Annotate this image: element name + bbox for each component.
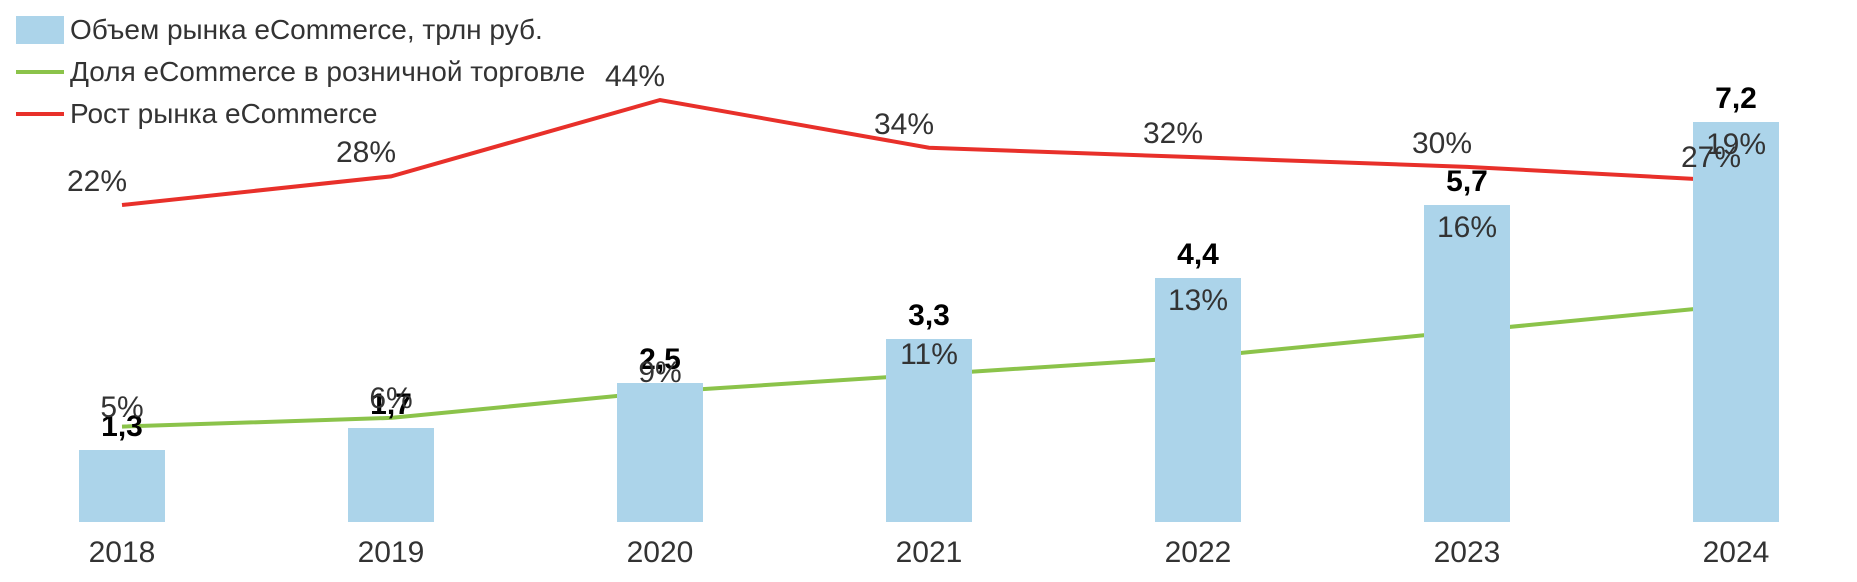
share-label-2022: 13% [1158, 284, 1238, 318]
growth-label-2022: 32% [1143, 117, 1203, 151]
bar-2024 [1693, 122, 1779, 522]
bar-value-2024: 7,2 [1696, 82, 1776, 116]
chart-container: Объем рынка eCommerce, трлн руб.Доля eCo… [0, 0, 1857, 582]
bar-2018 [79, 450, 165, 522]
share-label-2019: 6% [351, 382, 431, 416]
growth-label-2023: 30% [1412, 127, 1472, 161]
plot-area: 1,320181,720192,520203,320214,420225,720… [0, 0, 1857, 582]
bar-2023 [1424, 205, 1510, 522]
share-label-2020: 9% [620, 356, 700, 390]
year-label-2019: 2019 [341, 536, 441, 570]
year-label-2020: 2020 [610, 536, 710, 570]
bar-2019 [348, 428, 434, 522]
bar-value-2021: 3,3 [889, 299, 969, 333]
year-label-2021: 2021 [879, 536, 979, 570]
growth-label-2020: 44% [605, 60, 665, 94]
share-label-2023: 16% [1427, 211, 1507, 245]
growth-label-2021: 34% [874, 108, 934, 142]
year-label-2022: 2022 [1148, 536, 1248, 570]
year-label-2024: 2024 [1686, 536, 1786, 570]
bar-2020 [617, 383, 703, 522]
bar-value-2023: 5,7 [1427, 165, 1507, 199]
growth-label-2018: 22% [67, 165, 127, 199]
growth-label-2024: 27% [1681, 141, 1741, 175]
year-label-2023: 2023 [1417, 536, 1517, 570]
share-label-2021: 11% [889, 338, 969, 372]
year-label-2018: 2018 [72, 536, 172, 570]
bar-value-2022: 4,4 [1158, 238, 1238, 272]
growth-label-2019: 28% [336, 136, 396, 170]
share-label-2018: 5% [82, 391, 162, 425]
